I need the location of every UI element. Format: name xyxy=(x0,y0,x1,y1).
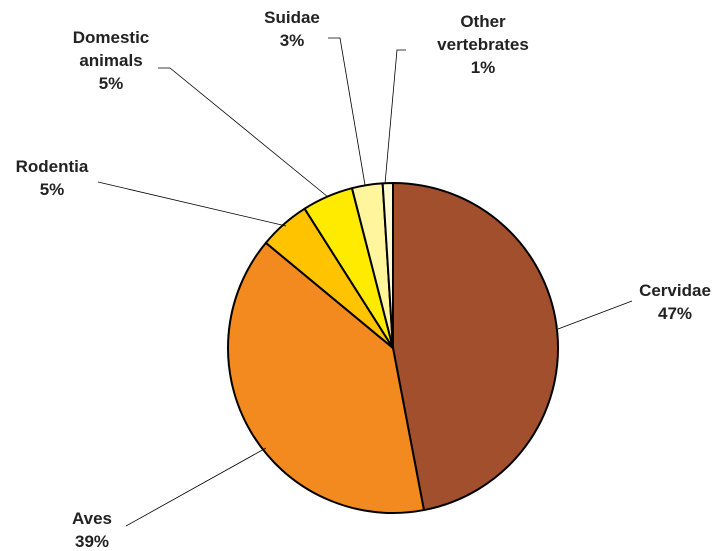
slice-label-cervidae: Cervidae 47% xyxy=(639,281,711,323)
leader-line-domestic-animals xyxy=(158,67,329,198)
pie-slice-cervidae xyxy=(392,182,559,512)
slice-label-suidae: Suidae 3% xyxy=(264,8,320,50)
slice-percent-suidae: 3% xyxy=(280,31,305,50)
slice-name-domestic-animals: Domestic xyxy=(73,28,150,47)
pie-slices xyxy=(227,182,559,514)
pie-slice-other-vertebrates xyxy=(381,182,394,349)
leader-line-suidae xyxy=(328,37,366,186)
leader-line-other-vertebrates xyxy=(384,49,406,185)
leader-line-cervidae xyxy=(557,300,633,330)
slice-name-rodentia: Rodentia xyxy=(16,157,89,176)
slice-label-aves: Aves 39% xyxy=(72,509,112,551)
slice-label-other-vertebrates: Other vertebrates 1% xyxy=(437,12,529,77)
slice-label-domestic-animals: Domestic animals 5% xyxy=(73,28,150,93)
slice-name-domestic-animals: animals xyxy=(79,51,142,70)
slice-name-other-vertebrates: vertebrates xyxy=(437,35,529,54)
slice-name-aves: Aves xyxy=(72,509,112,528)
slice-percent-domestic-animals: 5% xyxy=(99,74,124,93)
slice-labels: Cervidae 47% Aves 39% Rodentia 5% Domestic anim… xyxy=(16,8,711,551)
slice-label-rodentia: Rodentia 5% xyxy=(16,157,89,199)
leader-line-aves xyxy=(125,447,267,527)
slice-name-cervidae: Cervidae xyxy=(639,281,711,300)
slice-percent-aves: 39% xyxy=(75,532,109,551)
slice-percent-other-vertebrates: 1% xyxy=(471,58,496,77)
slice-percent-cervidae: 47% xyxy=(658,304,692,323)
slice-name-suidae: Suidae xyxy=(264,8,320,27)
slice-name-other-vertebrates: Other xyxy=(460,12,506,31)
leader-lines xyxy=(97,37,633,527)
slice-percent-rodentia: 5% xyxy=(40,180,65,199)
pie-slice-aves xyxy=(227,241,425,514)
leader-line-rodentia xyxy=(97,181,287,227)
